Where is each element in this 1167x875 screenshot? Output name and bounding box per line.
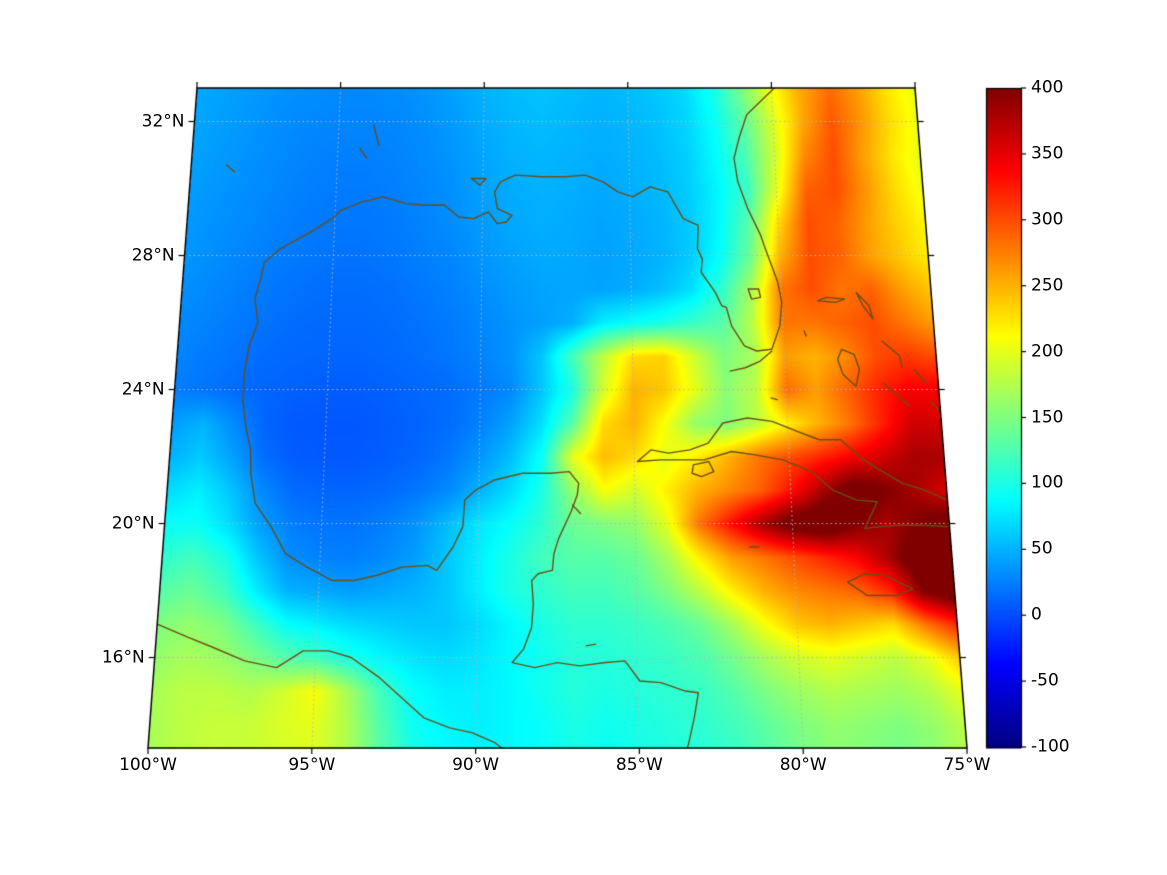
figure: 16°N 20°N 24°N 28°N 32°N 100°W 95°W 90°W 85°W 80°… (0, 0, 1167, 875)
map-canvas (0, 0, 1167, 875)
